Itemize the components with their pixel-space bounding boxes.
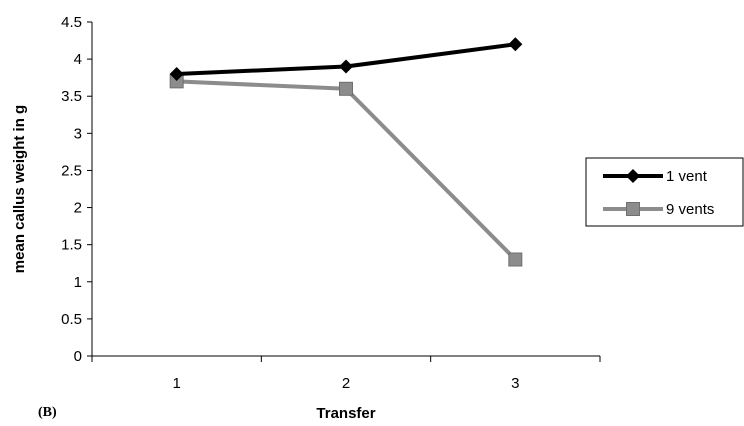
series [169,37,523,267]
x-tick-label: 1 [172,375,180,392]
data-point-9-vents [508,252,523,267]
data-point-9-vents [339,81,353,96]
axes [91,22,600,357]
legend-items: 1 vent 9 vents [603,168,714,218]
panel-label: (B) [38,405,57,420]
x-ticks: 1 2 3 [91,356,601,392]
legend-marker-1-vent [626,169,640,183]
y-tick-label: 3 [74,125,82,142]
legend-label-1-vent: 1 vent [666,168,708,185]
series-9-vents [169,74,523,267]
series-line-9-vents [176,79,517,261]
y-tick-label: 2 [74,200,82,217]
legend-box [585,157,744,227]
data-point-1-vent [169,66,184,81]
y-tick-label: 3.5 [61,88,82,105]
y-tick-label: 2.5 [61,162,82,179]
y-tick-label: 0.5 [61,311,82,328]
legend-label-9-vents: 9 vents [666,201,714,218]
x-axis-title: Transfer [316,405,375,422]
y-axis-title: mean callus weight in g [11,105,28,273]
data-point-1-vent [508,37,523,52]
y-tick-label: 4 [74,51,82,68]
series-1-vent [169,37,523,81]
legend: 1 vent 9 vents [585,157,744,227]
y-tick-label: 4.5 [61,14,82,31]
legend-marker-9-vents [626,202,640,216]
y-tick-label: 0 [74,348,82,365]
x-tick-label: 3 [511,375,519,392]
x-tick-label: 2 [342,375,350,392]
y-tick-label: 1.5 [61,237,82,254]
y-tick-label: 1 [74,274,82,291]
y-ticks: 0 0.5 1 1.5 2 2.5 3 3.5 4 4.5 [61,14,92,365]
data-point-1-vent [339,59,353,74]
